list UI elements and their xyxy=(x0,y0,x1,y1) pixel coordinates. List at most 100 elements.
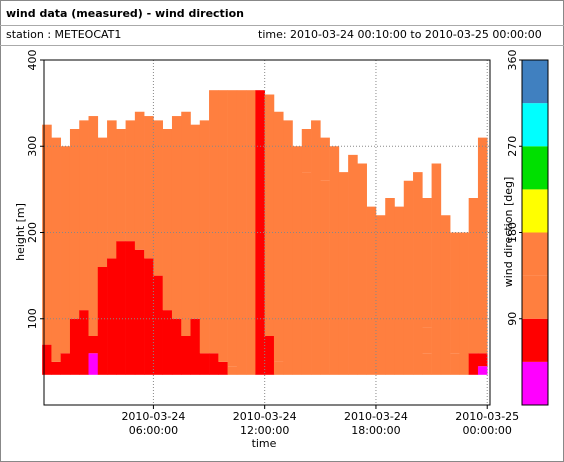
cell xyxy=(440,215,451,375)
cell xyxy=(227,90,238,367)
plot-border xyxy=(43,59,491,406)
cell xyxy=(181,336,191,375)
cell xyxy=(60,353,71,375)
cell xyxy=(88,353,99,375)
cell xyxy=(116,241,126,375)
cell xyxy=(42,124,52,345)
cell xyxy=(209,353,219,375)
cell xyxy=(199,353,210,375)
y-tick-label: 400 xyxy=(26,50,39,71)
cell xyxy=(375,215,386,375)
colorbar-bin xyxy=(522,361,548,405)
cell xyxy=(171,318,182,375)
cell xyxy=(209,90,219,354)
cell xyxy=(171,116,182,319)
cell xyxy=(88,116,99,336)
x-tick-label: 2010-03-25 00:00:00 xyxy=(455,410,520,437)
cell xyxy=(246,336,256,375)
y-tick-label: 300 xyxy=(26,136,39,157)
x-tick-label: 2010-03-24 12:00:00 xyxy=(232,410,297,437)
cell xyxy=(320,180,330,375)
cell xyxy=(153,120,163,276)
x-tick-label: 2010-03-24 18:00:00 xyxy=(343,410,408,437)
x-axis-label: time xyxy=(252,437,277,450)
cell xyxy=(218,90,228,362)
cell xyxy=(246,90,256,336)
colorbar-bin xyxy=(522,275,548,319)
cell xyxy=(134,111,145,250)
cell xyxy=(51,137,61,362)
cell xyxy=(218,361,228,375)
cell xyxy=(181,111,191,336)
cell xyxy=(477,366,488,375)
cell xyxy=(227,366,238,375)
cell xyxy=(162,310,173,375)
cell xyxy=(422,198,432,328)
cell xyxy=(116,129,126,242)
colorbar-bin xyxy=(522,60,548,104)
cell xyxy=(450,353,460,375)
y-axis-label: height [m] xyxy=(14,203,27,261)
cell xyxy=(422,353,432,375)
colorbar-bin xyxy=(522,232,548,276)
cell xyxy=(477,353,488,367)
colorbar-tick-label: 360 xyxy=(506,50,519,71)
colorbar-tick-label: 180 xyxy=(506,222,519,243)
cell xyxy=(348,154,358,375)
title: wind data (measured) - wind direction xyxy=(6,7,244,20)
cell xyxy=(394,206,405,375)
cell xyxy=(51,361,61,375)
cell xyxy=(107,258,117,375)
cell xyxy=(320,137,330,181)
cell xyxy=(413,172,423,375)
cell xyxy=(459,232,469,375)
cell xyxy=(125,120,136,242)
cell xyxy=(403,180,414,375)
cell xyxy=(60,146,71,354)
colorbar-tick-label: 90 xyxy=(506,312,519,326)
cell xyxy=(431,163,442,375)
colorbar-bin xyxy=(522,318,548,362)
cell xyxy=(199,120,210,354)
cell xyxy=(162,129,173,311)
cell xyxy=(42,344,52,375)
cell xyxy=(468,353,479,375)
cell xyxy=(357,163,367,375)
cell xyxy=(107,120,117,259)
cell xyxy=(79,120,89,311)
y-tick-label: 100 xyxy=(26,308,39,329)
cell xyxy=(311,163,321,375)
colorbar-bin xyxy=(522,189,548,233)
cell xyxy=(69,318,80,375)
cell xyxy=(264,336,275,375)
cell xyxy=(125,241,136,375)
cell xyxy=(236,90,247,375)
time-range: time: 2010-03-24 00:10:00 to 2010-03-25 … xyxy=(258,28,542,41)
cell xyxy=(301,172,312,375)
cell xyxy=(468,198,479,354)
cell xyxy=(144,116,154,259)
colorbar-label: wind direction [deg] xyxy=(502,177,515,288)
cell xyxy=(273,361,284,375)
colorbar-bin xyxy=(522,103,548,147)
cell xyxy=(338,172,349,375)
cell xyxy=(134,249,145,375)
cell xyxy=(88,336,99,354)
y-tick-label: 200 xyxy=(26,222,39,243)
cell xyxy=(450,232,460,354)
cell xyxy=(153,275,163,375)
cell xyxy=(329,146,340,375)
cell xyxy=(79,310,89,375)
cell xyxy=(311,120,321,164)
cell xyxy=(264,94,275,336)
colorbar-tick-label: 270 xyxy=(506,136,519,157)
cell xyxy=(301,129,312,173)
colorbar-bin xyxy=(522,146,548,190)
cell xyxy=(366,206,377,375)
cell xyxy=(97,267,108,375)
cell xyxy=(477,137,488,354)
cell xyxy=(283,120,293,375)
cell xyxy=(422,327,432,354)
